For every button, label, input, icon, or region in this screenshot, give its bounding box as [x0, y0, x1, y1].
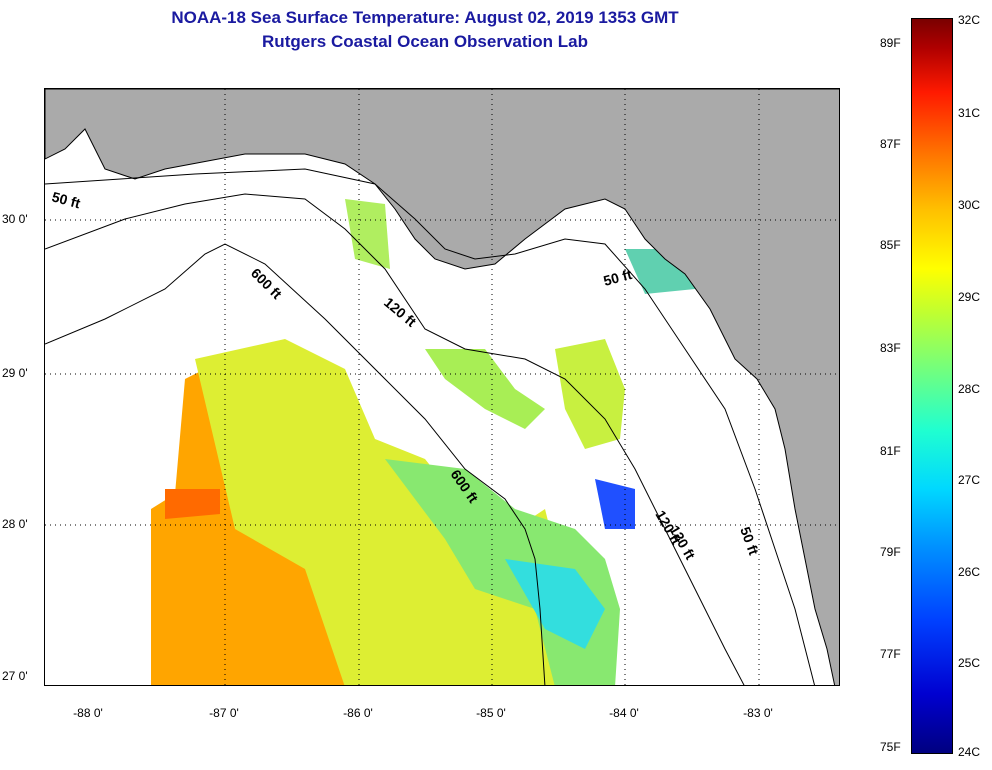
contour-label: 120 ft — [381, 294, 420, 330]
sst-patch-nearshore — [555, 339, 625, 449]
map-panel: 50 ft 600 ft 120 ft 50 ft 120 ft 600 ft … — [44, 88, 840, 686]
colorbar-f-label: 85F — [880, 238, 901, 252]
sst-patch-warm-edge — [165, 489, 220, 519]
map-title: NOAA-18 Sea Surface Temperature: August … — [171, 8, 679, 27]
lon-label-84: -84 0' — [609, 706, 639, 720]
lat-label-28: 28 0' — [2, 517, 28, 531]
colorbar-f-label: 83F — [880, 341, 901, 355]
colorbar-f-label: 79F — [880, 545, 901, 559]
lon-label-87: -87 0' — [209, 706, 239, 720]
colorbar-c-label: 27C — [958, 473, 981, 487]
contour-label: 50 ft — [602, 266, 634, 289]
colorbar-f-label: 89F — [880, 36, 901, 50]
colorbar-f-label: 87F — [880, 137, 901, 151]
land-mass — [45, 89, 839, 685]
contour-label: 50 ft — [50, 188, 82, 211]
colorbar-c-label: 26C — [958, 565, 981, 579]
colorbar-c-label: 24C — [958, 745, 981, 759]
colorbar-f-label: 81F — [880, 444, 901, 458]
lon-label-85: -85 0' — [476, 706, 506, 720]
sst-data-layer — [151, 199, 695, 685]
lon-label-86: -86 0' — [343, 706, 373, 720]
sst-patch-cyan — [505, 559, 605, 649]
contour-label: 50 ft — [737, 525, 762, 558]
contour-label: 600 ft — [248, 265, 285, 302]
bathymetry-contours — [45, 168, 816, 685]
colorbar-c-label: 28C — [958, 382, 981, 396]
sst-patch-coastal-cool — [595, 479, 635, 529]
map-subtitle: Rutgers Coastal Ocean Observation Lab — [262, 32, 588, 51]
colorbar-c-label: 25C — [958, 656, 981, 670]
sst-patch-bigbend — [345, 199, 390, 269]
colorbar-c-label: 29C — [958, 290, 981, 304]
lat-label-27: 27 0' — [2, 669, 28, 683]
colorbar-f-label: 77F — [880, 647, 901, 661]
lat-label-30: 30 0' — [2, 212, 28, 226]
sst-patch-north — [425, 349, 545, 429]
contour-50ft — [45, 168, 816, 685]
temperature-colorbar — [911, 18, 953, 754]
contour-600ft — [45, 243, 546, 685]
contour-120ft — [45, 193, 745, 685]
sst-map: 50 ft 600 ft 120 ft 50 ft 120 ft 600 ft … — [45, 89, 839, 685]
colorbar-c-label: 32C — [958, 13, 981, 27]
lon-label-83: -83 0' — [743, 706, 773, 720]
colorbar-c-label: 30C — [958, 198, 981, 212]
colorbar-f-label: 75F — [880, 740, 901, 754]
lon-label-88: -88 0' — [73, 706, 103, 720]
lat-label-29: 29 0' — [2, 366, 28, 380]
colorbar-c-label: 31C — [958, 106, 981, 120]
